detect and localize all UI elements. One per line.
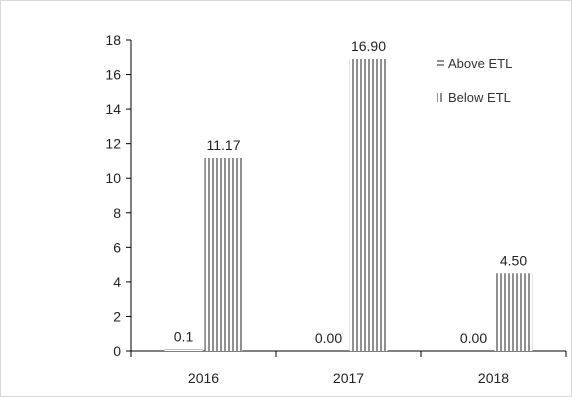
bar	[494, 273, 533, 351]
y-tick-label: 10	[105, 170, 121, 186]
y-tick-label: 8	[113, 205, 121, 221]
y-tick-label: 16	[105, 67, 121, 83]
y-tick-label: 12	[105, 136, 121, 152]
legend-label: Above ETL	[448, 56, 512, 71]
bar	[349, 59, 388, 351]
x-tick-label: 2017	[333, 370, 364, 386]
data-label: 4.50	[500, 252, 527, 268]
x-tick-label: 2016	[188, 370, 219, 386]
legend-swatch	[437, 93, 444, 102]
y-tick-label: 2	[113, 308, 121, 324]
y-tick-label: 4	[113, 274, 121, 290]
bar	[204, 158, 243, 351]
data-label: 0.00	[460, 330, 487, 346]
x-tick-label: 2018	[478, 370, 509, 386]
data-label: 0.1	[174, 328, 194, 344]
y-tick-label: 18	[105, 32, 121, 48]
data-label: 0.00	[315, 330, 342, 346]
data-label: 11.17	[207, 137, 241, 153]
legend-swatch	[437, 59, 444, 68]
y-tick-label: 14	[105, 101, 121, 117]
legend-label: Below ETL	[448, 90, 511, 105]
y-tick-label: 0	[113, 343, 121, 359]
data-label: 16.90	[351, 38, 386, 54]
bar	[164, 349, 203, 351]
y-tick-label: 6	[113, 239, 121, 255]
